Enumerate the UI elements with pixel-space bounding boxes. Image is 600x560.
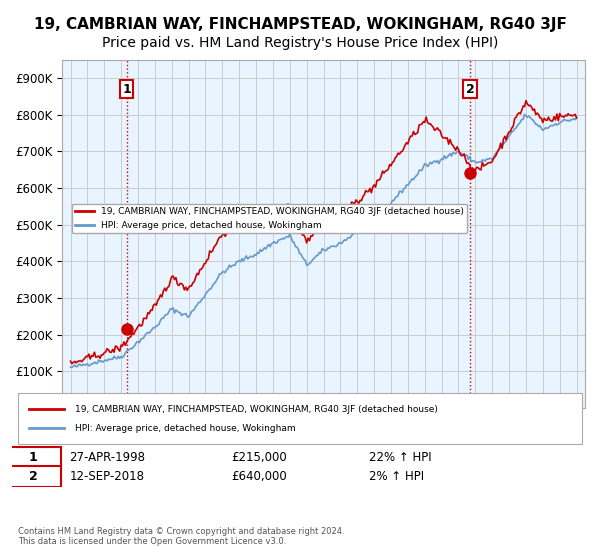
Text: 19, CAMBRIAN WAY, FINCHAMPSTEAD, WOKINGHAM, RG40 3JF: 19, CAMBRIAN WAY, FINCHAMPSTEAD, WOKINGH… (34, 17, 566, 32)
Text: £640,000: £640,000 (231, 470, 287, 483)
Text: 22% ↑ HPI: 22% ↑ HPI (369, 451, 432, 464)
Text: £215,000: £215,000 (231, 451, 287, 464)
FancyBboxPatch shape (6, 447, 61, 468)
Text: 12-SEP-2018: 12-SEP-2018 (70, 470, 145, 483)
Text: 2: 2 (466, 83, 475, 96)
Text: 19, CAMBRIAN WAY, FINCHAMPSTEAD, WOKINGHAM, RG40 3JF (detached house): 19, CAMBRIAN WAY, FINCHAMPSTEAD, WOKINGH… (76, 405, 438, 414)
Text: HPI: Average price, detached house, Wokingham: HPI: Average price, detached house, Woki… (76, 424, 296, 433)
Text: 2% ↑ HPI: 2% ↑ HPI (369, 470, 424, 483)
Text: Contains HM Land Registry data © Crown copyright and database right 2024.
This d: Contains HM Land Registry data © Crown c… (18, 526, 344, 546)
Text: 27-APR-1998: 27-APR-1998 (70, 451, 146, 464)
FancyBboxPatch shape (18, 393, 582, 445)
Text: Price paid vs. HM Land Registry's House Price Index (HPI): Price paid vs. HM Land Registry's House … (102, 36, 498, 50)
Text: 2: 2 (29, 470, 38, 483)
FancyBboxPatch shape (6, 466, 61, 487)
Legend: 19, CAMBRIAN WAY, FINCHAMPSTEAD, WOKINGHAM, RG40 3JF (detached house), HPI: Aver: 19, CAMBRIAN WAY, FINCHAMPSTEAD, WOKINGH… (72, 204, 467, 234)
Text: 1: 1 (29, 451, 38, 464)
Text: 1: 1 (122, 83, 131, 96)
